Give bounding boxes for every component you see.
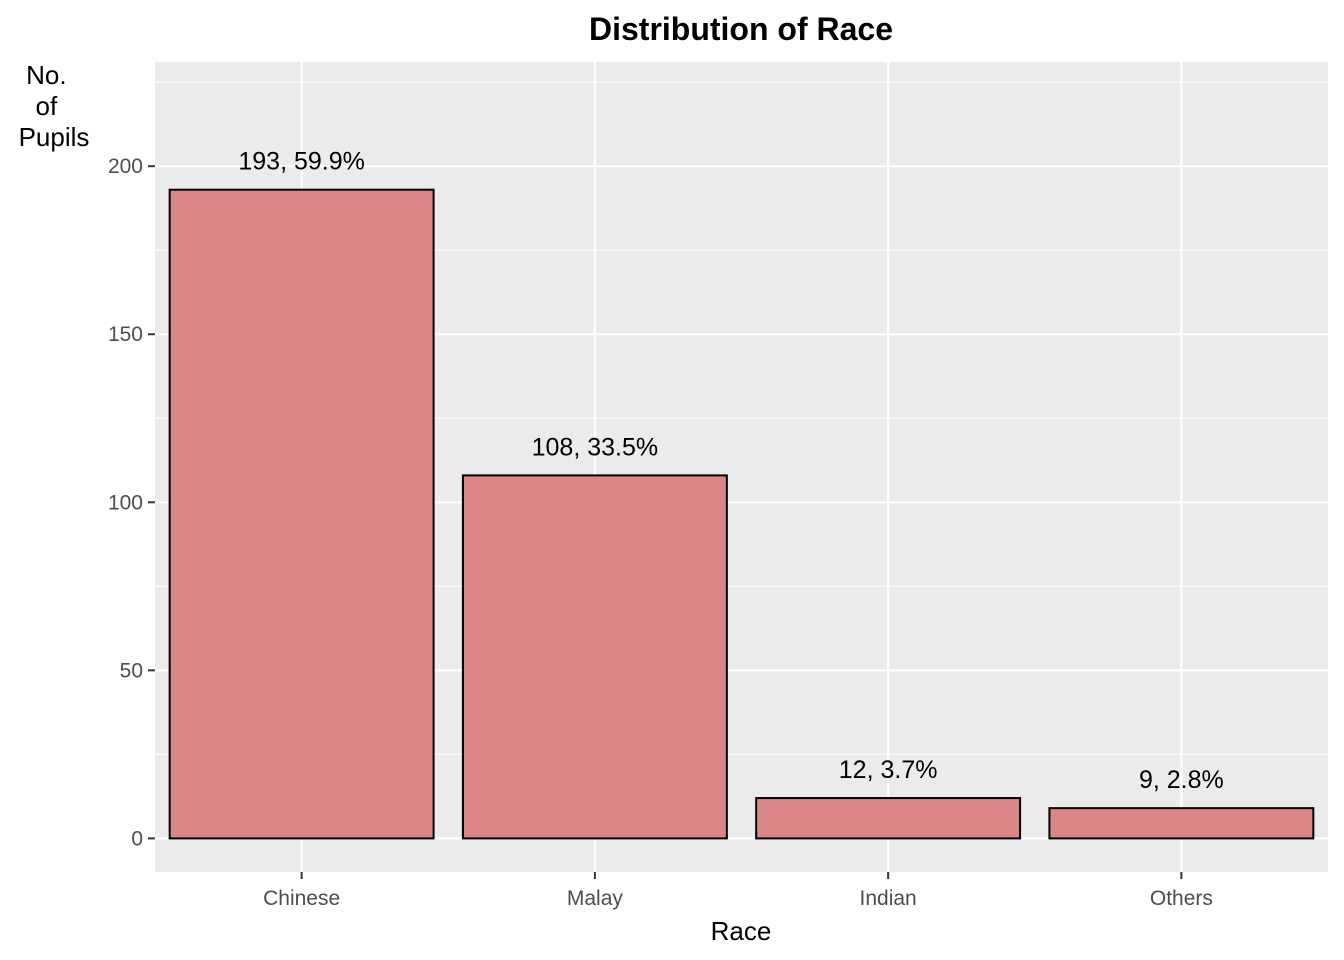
data-label-others: 9, 2.8% (1139, 766, 1224, 794)
x-tick-label-others: Others (1150, 887, 1213, 910)
y-axis: 0 50 100 150 200 (108, 155, 155, 850)
y-axis-title-line-3: Pupils (19, 122, 90, 152)
y-tick-label: 100 (108, 491, 143, 514)
x-tick-label-indian: Indian (860, 887, 917, 910)
y-tick-label: 200 (108, 155, 143, 178)
bar-others (1048, 807, 1315, 840)
bar-malay (461, 474, 728, 840)
bars (168, 188, 1315, 840)
data-label-chinese: 193, 59.9% (238, 148, 365, 176)
data-label-malay: 108, 33.5% (532, 433, 659, 461)
x-tick-label-chinese: Chinese (263, 887, 340, 910)
y-axis-title-line-1: No. (26, 60, 66, 90)
y-axis-title: No. of Pupils (19, 60, 90, 152)
y-tick-label: 150 (108, 323, 143, 346)
y-axis-title-line-2: of (36, 91, 58, 121)
chart-title: Distribution of Race (589, 11, 893, 47)
data-label-indian: 12, 3.7% (839, 756, 938, 784)
data-labels: 193, 59.9% 108, 33.5% 12, 3.7% 9, 2.8% (238, 148, 1223, 794)
bar-indian (755, 797, 1022, 840)
x-axis: Chinese Malay Indian Others (263, 872, 1213, 910)
y-tick-label: 50 (120, 659, 143, 682)
x-axis-title: Race (711, 916, 772, 946)
x-tick-label-malay: Malay (567, 887, 624, 910)
y-tick-label: 0 (131, 827, 143, 850)
bar-chinese (168, 188, 435, 840)
